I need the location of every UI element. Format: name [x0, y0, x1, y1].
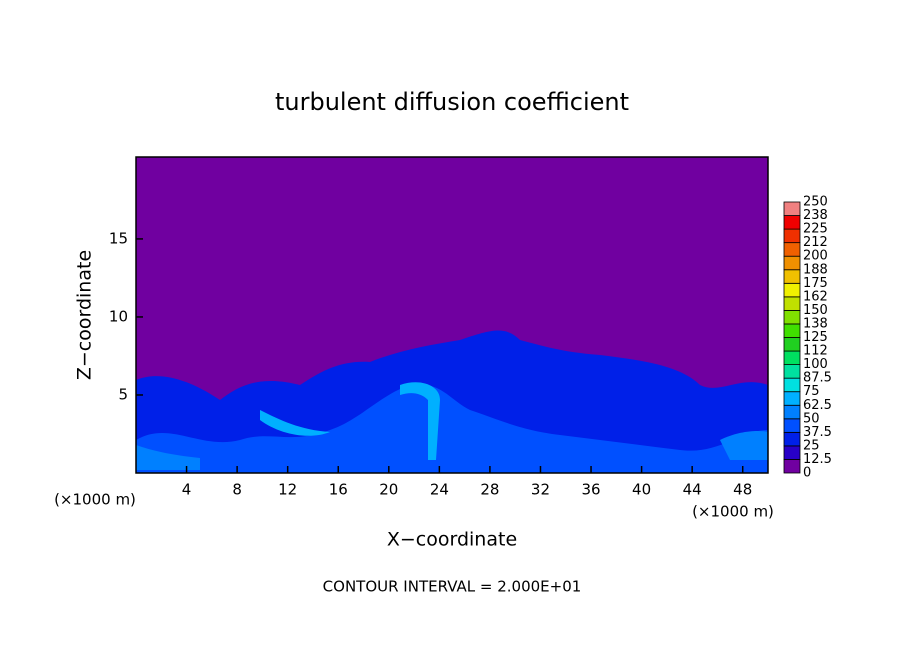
- colorbar-label: 250: [803, 195, 828, 210]
- y-tick-label: 5: [118, 385, 128, 403]
- colorbar-swatch: [783, 215, 801, 230]
- colorbar-swatch: [783, 337, 801, 352]
- colorbar-label: 212: [803, 235, 828, 250]
- x-tick-label: 16: [329, 481, 348, 499]
- x-tick-label: 24: [430, 481, 449, 499]
- colorbar-label: 25: [803, 438, 820, 453]
- x-tick-label: 4: [182, 481, 192, 499]
- colorbar-swatch: [783, 269, 801, 284]
- x-tick-label: 8: [232, 481, 242, 499]
- note: CONTOUR INTERVAL = 2.000E+01: [323, 578, 582, 596]
- colorbar-swatch: [783, 242, 801, 257]
- colorbar-swatch: [783, 431, 801, 447]
- colorbar-label: 162: [803, 289, 828, 304]
- colorbar-swatch: [783, 364, 801, 379]
- colorbar-label: 100: [803, 357, 828, 372]
- colorbar-swatch: [783, 323, 801, 338]
- colorbar-label: 138: [803, 316, 828, 331]
- colorbar-label: 150: [803, 303, 828, 318]
- y-tick-label: 15: [109, 229, 128, 247]
- colorbar-swatch: [783, 201, 801, 216]
- colorbar-label: 50: [803, 411, 820, 426]
- x-tick-label: 40: [632, 481, 651, 499]
- colorbar-label: 225: [803, 222, 828, 237]
- colorbar-label: 75: [803, 384, 820, 399]
- chart-title: turbulent diffusion coefficient: [275, 88, 629, 116]
- colorbar-label: 12.5: [803, 452, 832, 467]
- colorbar-label: 0: [803, 466, 811, 481]
- x-unit-label: (×1000 m): [692, 503, 774, 521]
- colorbar-swatch: [783, 391, 801, 406]
- x-axis-title: X−coordinate: [387, 529, 517, 551]
- colorbar-swatch: [783, 350, 801, 365]
- x-tick-label: 48: [733, 481, 752, 499]
- x-tick-label: 32: [531, 481, 550, 499]
- x-tick-label: 28: [480, 481, 499, 499]
- field-region: [400, 382, 440, 460]
- colorbar-swatch: [783, 404, 801, 420]
- field-region: [136, 445, 200, 470]
- colorbar-swatch: [783, 296, 801, 311]
- colorbar-label: 175: [803, 276, 828, 291]
- y-tick-label: 10: [109, 307, 128, 325]
- y-axis-title: Z−coordinate: [74, 250, 96, 380]
- colorbar-swatch: [783, 282, 801, 298]
- x-tick-label: 20: [379, 481, 398, 499]
- colorbar-swatch: [783, 418, 801, 433]
- x-tick-label: 12: [278, 481, 297, 499]
- colorbar-swatch: [783, 445, 801, 460]
- colorbar-swatch: [783, 228, 801, 244]
- colorbar-label: 238: [803, 208, 828, 223]
- field: [136, 157, 768, 473]
- colorbar-label: 188: [803, 262, 828, 277]
- x-tick-label: 44: [683, 481, 702, 499]
- colorbar-label: 125: [803, 330, 828, 345]
- colorbar-swatch: [783, 309, 801, 325]
- field-region: [260, 410, 330, 436]
- colorbar-label: 87.5: [803, 371, 832, 386]
- colorbar-label: 62.5: [803, 398, 832, 413]
- field-region: [136, 384, 768, 473]
- x-tick-label: 36: [581, 481, 600, 499]
- x-unit-label: (×1000 m): [54, 491, 136, 509]
- field-region: [720, 430, 768, 460]
- colorbar-swatch: [783, 377, 801, 393]
- colorbar-label: 200: [803, 249, 828, 264]
- colorbar-label: 112: [803, 344, 828, 359]
- colorbar-swatch: [783, 255, 801, 271]
- plot-frame: [135, 156, 769, 474]
- colorbar-swatch: [783, 459, 801, 474]
- colorbar-label: 37.5: [803, 425, 832, 440]
